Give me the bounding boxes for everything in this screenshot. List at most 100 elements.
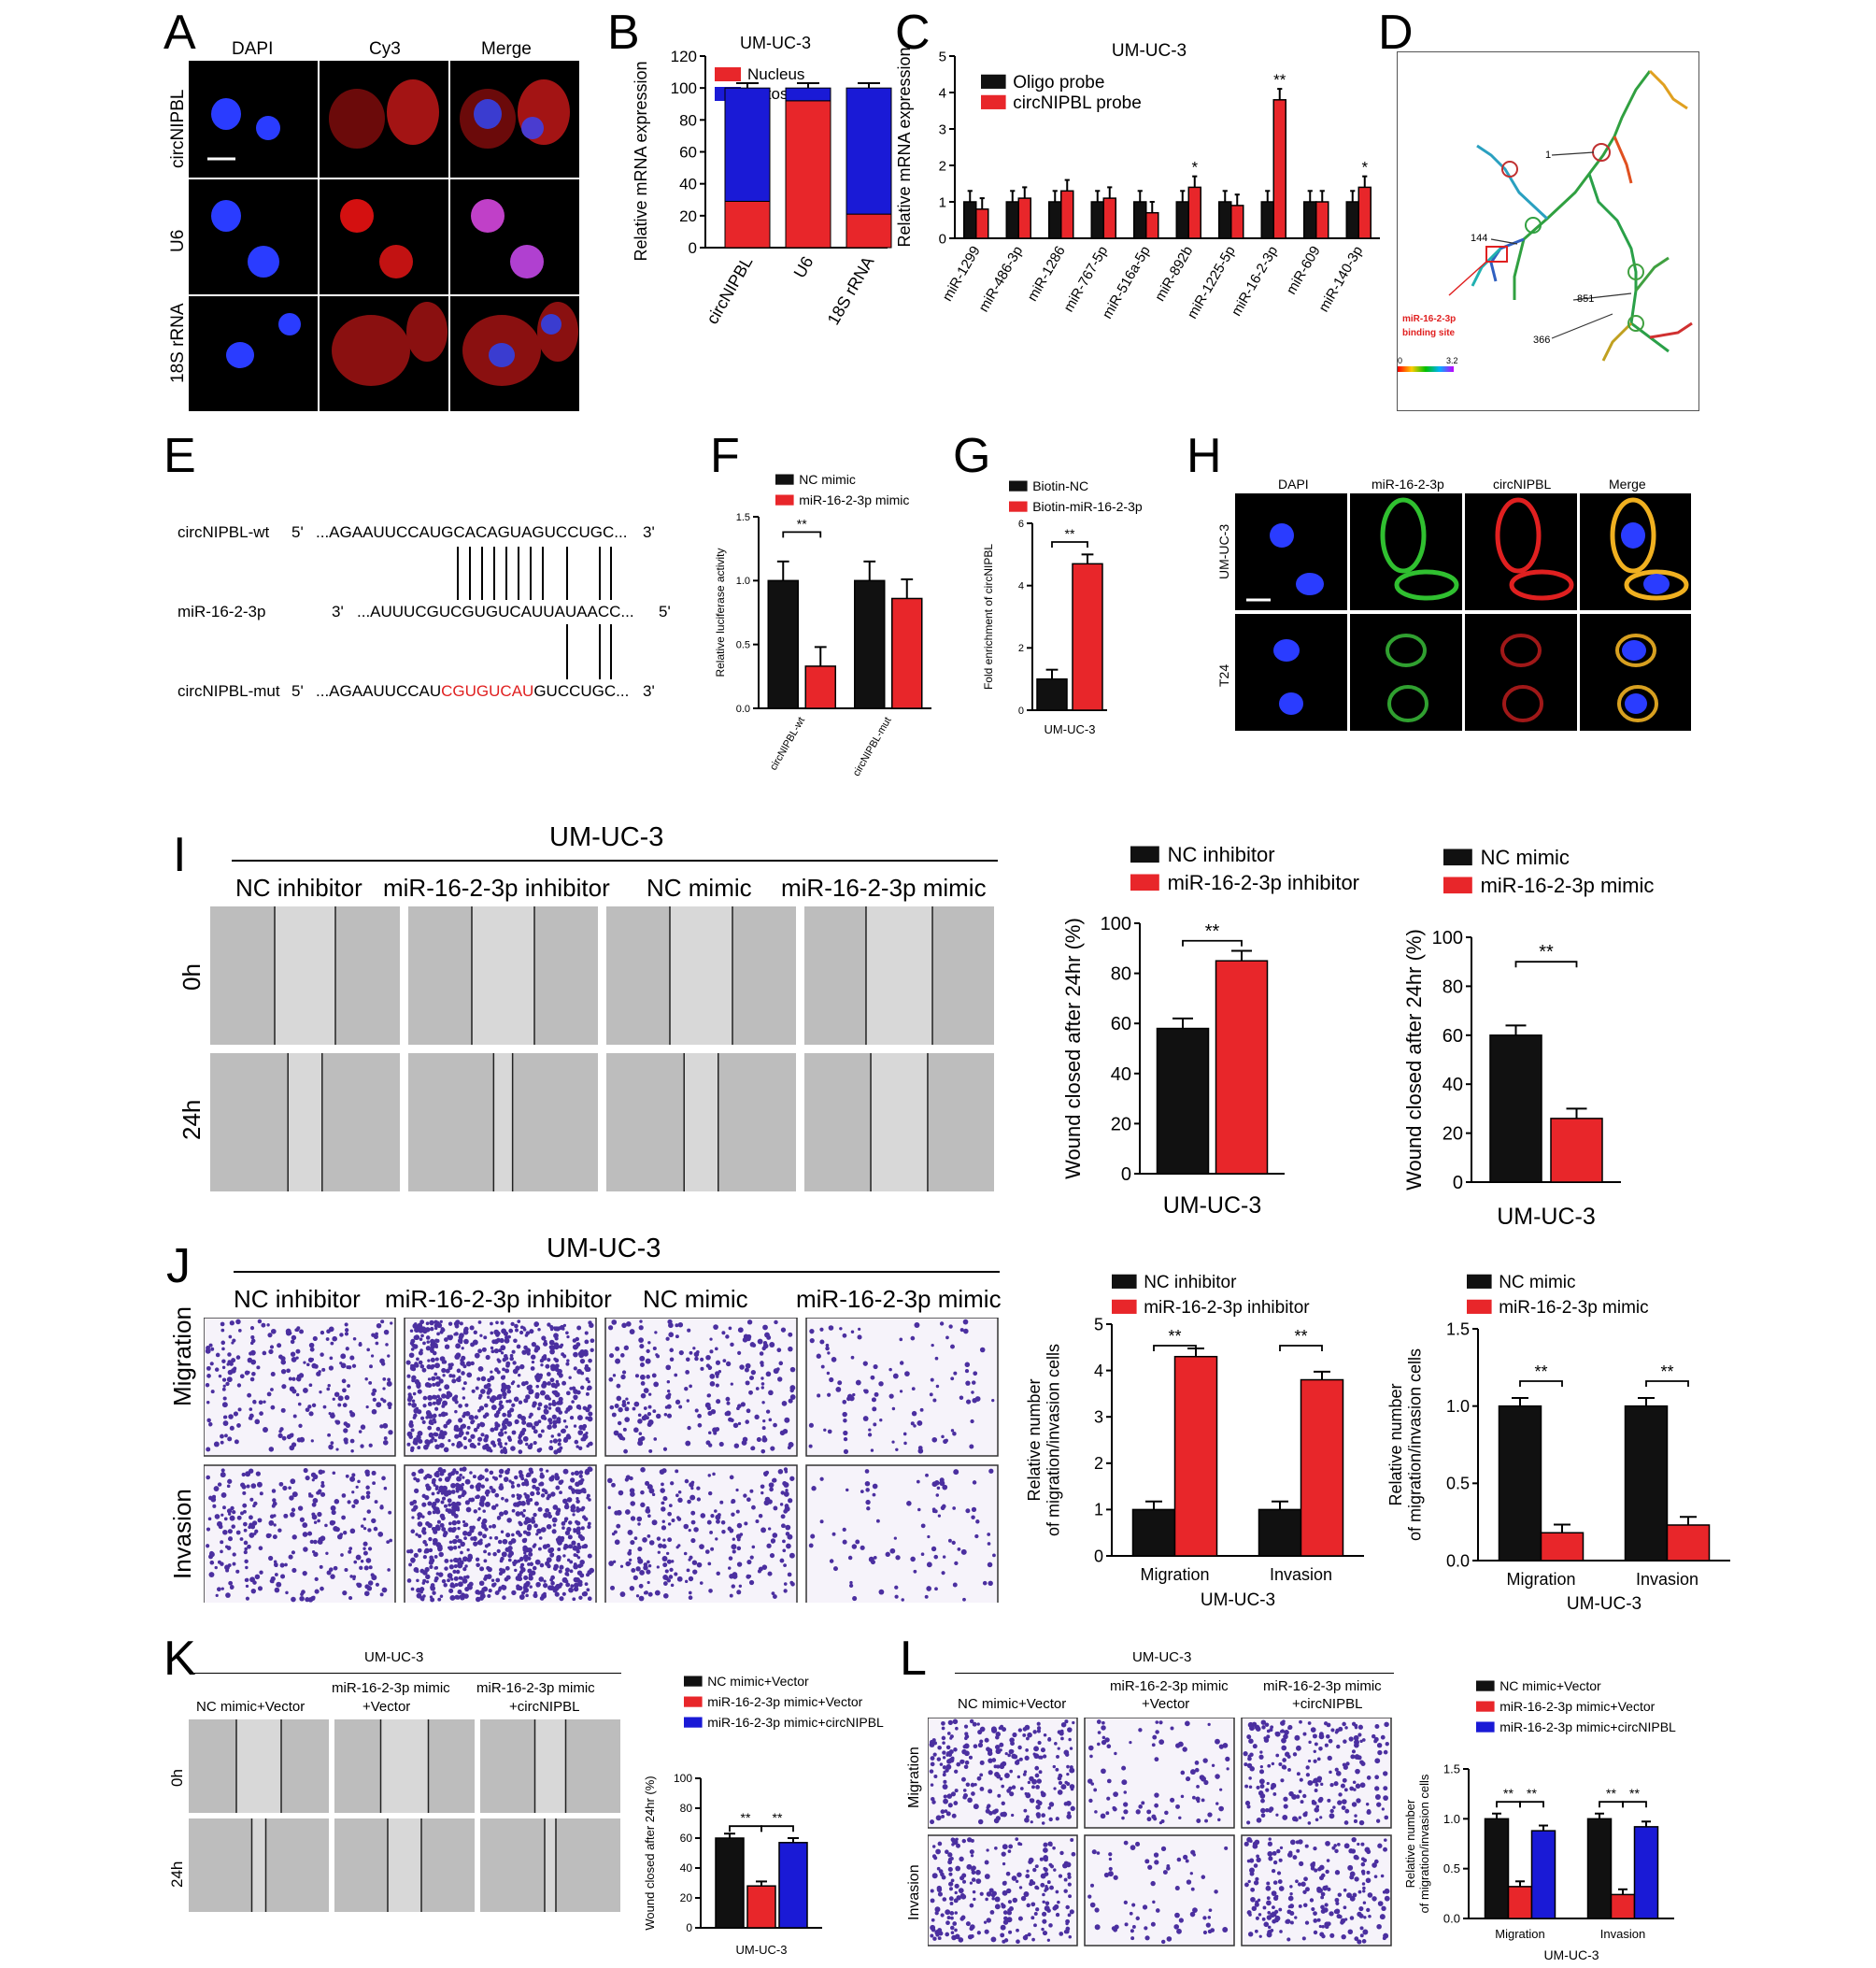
stained-cell [242, 1490, 247, 1495]
stained-cell [696, 1497, 702, 1502]
stained-cell [515, 1328, 519, 1333]
stained-cell [221, 1347, 225, 1351]
stained-cell [448, 1334, 453, 1339]
stained-cell [843, 1430, 848, 1436]
stained-cell [1292, 1855, 1298, 1860]
stained-cell [303, 1361, 306, 1364]
stained-cell [525, 1442, 529, 1447]
stained-cell [1297, 1882, 1302, 1887]
y-tick-label: 100 [1432, 928, 1463, 948]
stained-cell [352, 1337, 357, 1341]
stained-cell [444, 1384, 450, 1390]
stained-cell [1367, 1892, 1373, 1898]
significance-bracket [1051, 541, 1088, 548]
stained-cell [454, 1433, 460, 1439]
x-tick-label: Migration [1506, 1570, 1575, 1589]
stained-cell [950, 1931, 955, 1935]
stained-cell [451, 1584, 456, 1589]
stained-cell [1349, 1895, 1356, 1902]
stained-cell [639, 1319, 643, 1323]
stained-cell [254, 1529, 259, 1533]
stained-cell [290, 1433, 294, 1436]
stained-cell [1123, 1802, 1129, 1807]
bar [1315, 201, 1329, 239]
stained-cell [749, 1555, 754, 1560]
stained-cell [455, 1534, 460, 1539]
stained-cell [973, 1804, 979, 1810]
stained-cell [522, 1545, 528, 1551]
stained-cell [1359, 1933, 1364, 1938]
stained-cell [1343, 1820, 1349, 1825]
stained-cell [245, 1577, 249, 1582]
stained-cell [342, 1590, 348, 1596]
stained-cell [490, 1405, 497, 1410]
stained-cell [498, 1485, 505, 1490]
stained-cell [646, 1375, 650, 1379]
stained-cell [1011, 1813, 1015, 1818]
x-tick-label: miR-609 [1284, 244, 1324, 298]
stained-cell [498, 1474, 503, 1478]
stained-cell [706, 1393, 712, 1398]
stained-cell [614, 1539, 620, 1546]
stained-cell [1316, 1886, 1322, 1892]
stained-cell [690, 1519, 696, 1525]
stained-cell [285, 1590, 289, 1595]
stained-cell [831, 1357, 837, 1362]
stained-cell [618, 1406, 623, 1413]
stained-cell [427, 1377, 432, 1381]
stained-cell [314, 1589, 320, 1594]
stained-cell [1183, 1854, 1188, 1860]
stained-cell [207, 1517, 212, 1521]
stained-cell [610, 1585, 616, 1590]
stained-cell [419, 1416, 425, 1420]
stained-cell [588, 1320, 591, 1325]
y-axis-label: Relative number [1403, 1799, 1417, 1888]
stained-cell [349, 1412, 356, 1418]
stained-cell [1042, 1892, 1045, 1897]
stained-cell [519, 1473, 524, 1478]
y-axis-label: Wound closed after 24hr (%) [1402, 929, 1426, 1191]
stained-cell [979, 1786, 985, 1791]
stained-cell [1298, 1904, 1302, 1908]
l-group-2b: +Vector [1142, 1696, 1190, 1712]
stained-cell [1017, 1728, 1023, 1733]
stained-cell [692, 1347, 696, 1350]
stained-cell [310, 1439, 314, 1443]
stained-cell [1001, 1801, 1005, 1806]
y-axis-label: Relative mRNA expression [632, 61, 650, 261]
stained-cell [427, 1501, 433, 1506]
stained-cell [950, 1344, 955, 1349]
stained-cell [741, 1440, 747, 1446]
stained-cell [1289, 1920, 1294, 1925]
panel-letter-c: C [895, 6, 931, 60]
stained-cell [1059, 1731, 1064, 1736]
stained-cell [459, 1473, 462, 1477]
stained-cell [299, 1517, 305, 1522]
stained-cell [645, 1480, 650, 1487]
stained-cell [1260, 1807, 1266, 1814]
stained-cell [527, 1556, 532, 1561]
stained-cell [979, 1773, 984, 1777]
stained-cell [517, 1438, 523, 1445]
wound-gap [865, 906, 933, 1045]
stained-cell [221, 1402, 228, 1408]
stained-cell [1190, 1849, 1196, 1855]
stained-cell [259, 1491, 263, 1496]
stained-cell [576, 1549, 580, 1554]
stained-cell [542, 1582, 548, 1589]
stained-cell [728, 1417, 733, 1422]
stained-cell [215, 1352, 220, 1358]
stained-cell [690, 1487, 694, 1490]
stained-cell [573, 1582, 579, 1589]
seq-mut: ...AGAAUUCCAUCGUGUCAUGUCCUGC... [316, 682, 629, 701]
stained-cell [530, 1366, 535, 1371]
stained-cell [519, 1363, 525, 1370]
stained-cell [827, 1351, 831, 1355]
stained-cell [468, 1414, 475, 1420]
stained-cell [1251, 1721, 1258, 1727]
stained-cell [647, 1560, 650, 1564]
stained-cell [1357, 1911, 1362, 1918]
stained-cell [221, 1365, 226, 1370]
stained-cell [1094, 1924, 1101, 1931]
stained-cell [442, 1485, 448, 1491]
